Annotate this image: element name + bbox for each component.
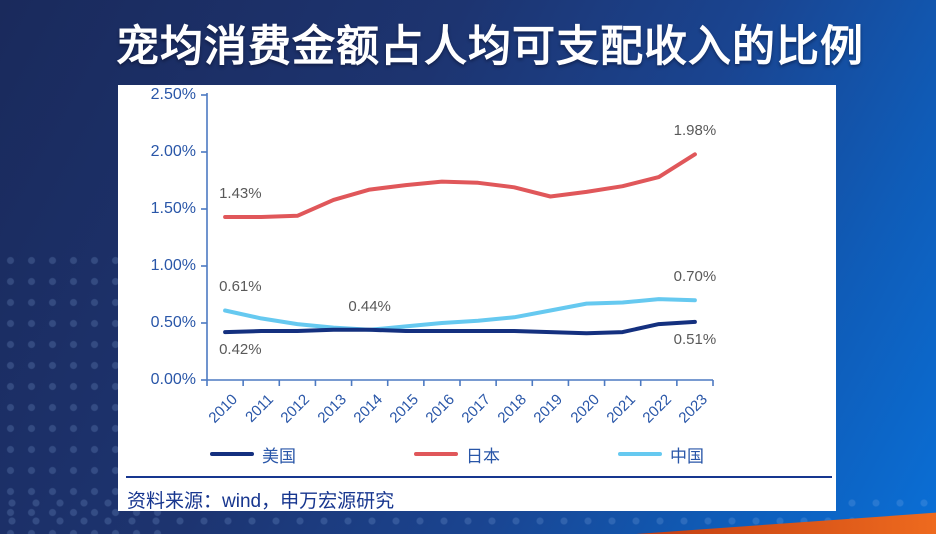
y-axis-tick-label: 0.00% bbox=[150, 371, 196, 388]
divider bbox=[126, 476, 832, 478]
legend-label: 中国 bbox=[670, 446, 704, 466]
data-label: 0.61% bbox=[219, 278, 262, 296]
chart-legend: 美国 日本 中国 bbox=[118, 442, 836, 467]
source-note: 资料来源：wind，申万宏源研究 bbox=[127, 491, 395, 512]
legend-item: 日本 bbox=[414, 442, 500, 467]
data-label: 0.51% bbox=[673, 330, 717, 348]
x-axis-tick-label: 2021 bbox=[603, 391, 639, 427]
legend-item: 美国 bbox=[210, 442, 296, 467]
series-line bbox=[223, 319, 697, 336]
x-axis-tick-label: 2020 bbox=[566, 391, 603, 427]
y-axis-tick-label: 1.50% bbox=[150, 200, 196, 217]
x-axis-tick-label: 2018 bbox=[494, 391, 531, 427]
series-line bbox=[223, 152, 697, 219]
x-axis-tick-label: 2012 bbox=[277, 391, 314, 427]
legend-label: 美国 bbox=[262, 446, 296, 466]
y-axis-tick-label: 2.50% bbox=[150, 86, 196, 103]
legend-line-swatch bbox=[414, 452, 458, 456]
x-axis-tick-label: 2023 bbox=[675, 391, 711, 427]
legend-line-swatch bbox=[618, 452, 662, 456]
data-label: 1.43% bbox=[219, 184, 262, 202]
data-label: 0.70% bbox=[673, 268, 717, 286]
chart-panel: 2.50% 2.00% 1.50% 1.00% 0.50% 0.00% 2010 2011 2… bbox=[118, 85, 836, 512]
x-axis-tick-label: 2019 bbox=[530, 391, 567, 427]
legend-line-swatch bbox=[210, 452, 254, 456]
x-axis-tick-label: 2014 bbox=[350, 391, 386, 427]
y-axis-tick-label: 1.00% bbox=[150, 257, 196, 274]
data-label: 0.42% bbox=[219, 341, 262, 359]
x-axis-tick-label: 2010 bbox=[205, 391, 242, 427]
x-axis-tick-label: 2022 bbox=[639, 391, 675, 427]
x-axis-tick-label: 2016 bbox=[422, 391, 458, 427]
line-chart bbox=[201, 93, 714, 386]
x-axis-tick-label: 2011 bbox=[242, 391, 278, 426]
series-line bbox=[223, 297, 697, 332]
y-axis-tick-label: 0.50% bbox=[150, 314, 196, 331]
y-axis-tick-label: 2.00% bbox=[150, 143, 196, 160]
chart-area: 2.50% 2.00% 1.50% 1.00% 0.50% 0.00% 2010 2011 2… bbox=[118, 85, 836, 433]
legend-item: 中国 bbox=[618, 442, 704, 467]
x-axis-tick-label: 2017 bbox=[458, 391, 495, 427]
legend-label: 日本 bbox=[466, 446, 500, 466]
page-title: 宠均消费金额占人均可支配收入的比例 bbox=[116, 23, 864, 71]
data-label: 0.44% bbox=[348, 297, 391, 315]
data-label: 1.98% bbox=[673, 122, 717, 140]
x-axis-tick-label: 2013 bbox=[313, 391, 350, 427]
x-axis-tick-label: 2015 bbox=[386, 391, 422, 427]
